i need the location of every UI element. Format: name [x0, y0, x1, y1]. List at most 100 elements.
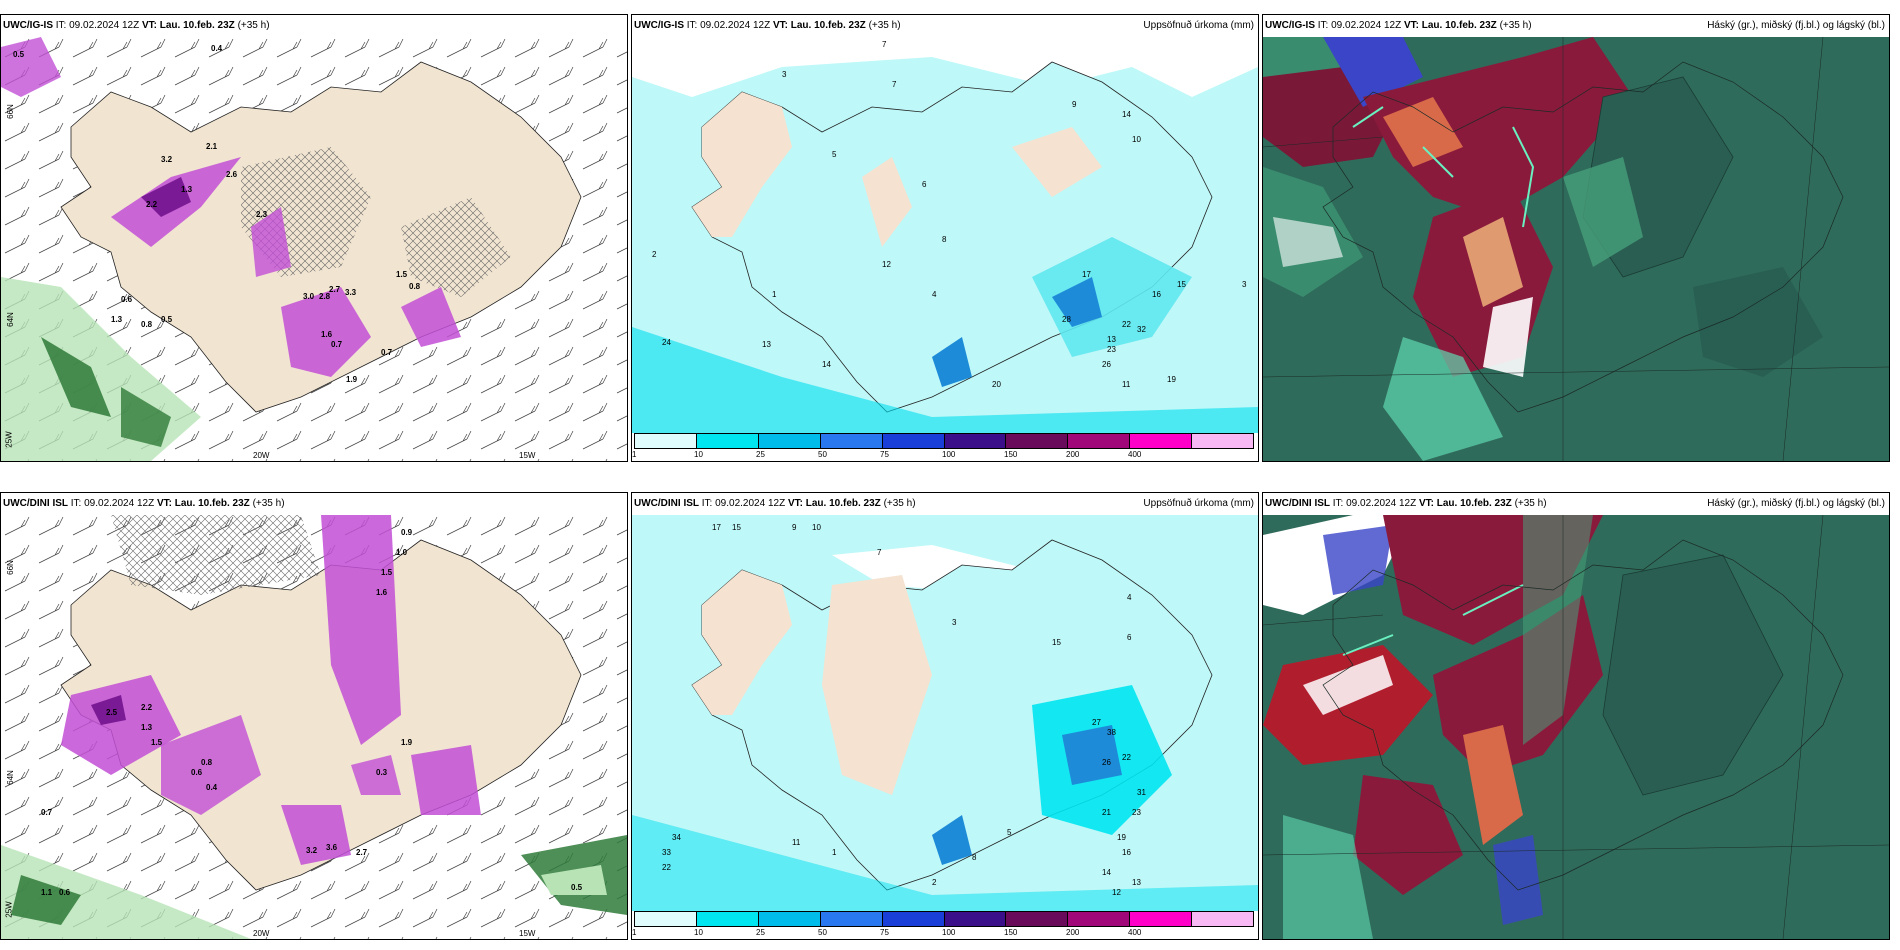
- vt-label: VT:: [1403, 20, 1419, 31]
- colorbar-tick: 75: [880, 450, 889, 459]
- iceland-outline: [1322, 61, 1844, 413]
- map-value-label: 2.6: [226, 170, 238, 179]
- it-value: 09.02.2024 12Z: [84, 498, 155, 509]
- colorbar-tick: 400: [1128, 450, 1142, 459]
- lon-label-20w: 20W: [253, 451, 270, 460]
- lat-label-63: 25W: [4, 431, 14, 448]
- model-name: UWC/DINI ISL: [1265, 498, 1330, 509]
- colorbar-swatch: [635, 434, 697, 448]
- map-value-label: 17: [1082, 270, 1091, 279]
- map-value-label: 3.3: [345, 288, 357, 297]
- colorbar-tick: 200: [1066, 928, 1080, 937]
- map-value-label: 7: [892, 80, 897, 89]
- map-value-label: 0.4: [211, 44, 223, 53]
- panel-dini-snow: UWC/DINI ISL IT: 09.02.2024 12Z VT: Lau.…: [0, 492, 628, 940]
- map-value-label: 0.8: [141, 320, 153, 329]
- panel-header: UWC/IG-IS IT: 09.02.2024 12Z VT: Lau. 10…: [1, 15, 627, 37]
- map-value-label: 1: [772, 290, 777, 299]
- vt-label: VT:: [1418, 498, 1434, 509]
- map-value-label: 1.3: [111, 315, 123, 324]
- vt-label: VT:: [156, 498, 172, 509]
- it-label: IT:: [701, 498, 713, 509]
- model-name: UWC/IG-IS: [3, 20, 53, 31]
- map-value-label: 0.8: [201, 758, 213, 767]
- map-value-label: 2.1: [206, 142, 218, 151]
- lead-time: (+35 h): [1499, 20, 1532, 31]
- map-value-label: 2.8: [319, 292, 331, 301]
- map-value-label: 0.7: [381, 348, 393, 357]
- map-value-label: 0.8: [409, 282, 421, 291]
- colorbar-swatch: [696, 434, 759, 448]
- it-label: IT:: [1332, 498, 1344, 509]
- map-cloud: [1263, 515, 1889, 939]
- it-value: 09.02.2024 12Z: [1331, 20, 1402, 31]
- map-value-label: 14: [1102, 868, 1111, 877]
- map-value-label: 3.2: [306, 846, 318, 855]
- map-value-label: 4: [1127, 593, 1132, 602]
- lead-time: (+35 h): [237, 20, 270, 31]
- map-value-label: 19: [1117, 833, 1126, 842]
- panel-header: UWC/DINI ISL IT: 09.02.2024 12Z VT: Lau.…: [1263, 493, 1889, 515]
- map-value-label: 1.5: [396, 270, 408, 279]
- colorbar-swatch: [882, 912, 945, 926]
- map-value-label: 26: [1102, 758, 1111, 767]
- panel-header: UWC/IG-IS IT: 09.02.2024 12Z VT: Lau. 10…: [632, 15, 1258, 37]
- map-value-label: 1.9: [401, 738, 413, 747]
- model-name: UWC/DINI ISL: [3, 498, 68, 509]
- lat-label-66: 66N: [5, 560, 15, 575]
- map-value-label: 31: [1137, 788, 1146, 797]
- colorbar-swatch: [758, 912, 821, 926]
- map-value-label: 17: [712, 523, 721, 532]
- colorbar-tick: 100: [942, 928, 956, 937]
- map-value-label: 2.5: [106, 708, 118, 717]
- colorbar-swatch: [1006, 912, 1069, 926]
- map-value-label: 5: [832, 150, 837, 159]
- lat-label-64: 64N: [5, 312, 15, 327]
- colorbar-tick: 75: [880, 928, 889, 937]
- model-name: UWC/IG-IS: [634, 20, 684, 31]
- map-value-label: 5: [1007, 828, 1012, 837]
- colorbar-ticks: 1 10 25 50 75 100 150 200 400: [632, 449, 1254, 461]
- colorbar-swatch: [1192, 912, 1254, 926]
- map-value-label: 0.7: [41, 808, 53, 817]
- map-value-label: 15: [1052, 638, 1061, 647]
- map-value-label: 3: [1242, 280, 1247, 289]
- map-value-label: 0.9: [401, 528, 413, 537]
- panel-title: Uppsöfnuð úrkoma (mm): [1143, 498, 1254, 509]
- colorbar-swatch: [1130, 434, 1193, 448]
- map-value-label: 9: [1072, 100, 1077, 109]
- panel-title: Háský (gr.), miðský (fj.bl.) og lágský (…: [1707, 498, 1885, 509]
- cloud-map-svg: [1263, 37, 1889, 461]
- colorbar-swatch: [758, 434, 821, 448]
- precip-map-svg: 17 15 9 10376427382622312321191614131233342…: [632, 515, 1258, 911]
- lon-label-20w: 20W: [253, 929, 270, 938]
- map-value-label: 19: [1167, 375, 1176, 384]
- it-label: IT:: [70, 498, 82, 509]
- lon-label-15w: 15W: [519, 451, 536, 460]
- map-value-label: 13: [762, 340, 771, 349]
- map-value-label: 2.2: [146, 200, 158, 209]
- map-value-label: 10: [812, 523, 821, 532]
- map-value-label: 9: [792, 523, 797, 532]
- map-value-label: 0.5: [571, 883, 583, 892]
- lead-time: (+35 h): [883, 498, 916, 509]
- colorbar-swatch: [635, 912, 697, 926]
- panel-header: UWC/DINI ISL IT: 09.02.2024 12Z VT: Lau.…: [1, 493, 627, 515]
- map-value-label: 13: [1107, 335, 1116, 344]
- cloud-map-svg: [1263, 515, 1889, 939]
- map-value-label: 15: [1177, 280, 1186, 289]
- it-label: IT:: [55, 20, 67, 31]
- map-value-label: 2.7: [329, 285, 341, 294]
- colorbar-tick: 50: [818, 928, 827, 937]
- colorbar-swatch: [696, 912, 759, 926]
- map-value-label: 8: [972, 853, 977, 862]
- map-value-label: 0.6: [121, 295, 133, 304]
- map-value-label: 11: [1122, 380, 1131, 389]
- model-name: UWC/IG-IS: [1265, 20, 1315, 31]
- panel-header: UWC/DINI ISL IT: 09.02.2024 12Z VT: Lau.…: [632, 493, 1258, 515]
- lat-label-64: 64N: [5, 770, 15, 785]
- colorbar-tick: 100: [942, 450, 956, 459]
- panel-header: UWC/IG-IS IT: 09.02.2024 12Z VT: Lau. 10…: [1263, 15, 1889, 37]
- map-value-label: 0.5: [161, 315, 173, 324]
- panel-ig-precip: UWC/IG-IS IT: 09.02.2024 12Z VT: Lau. 10…: [631, 14, 1259, 462]
